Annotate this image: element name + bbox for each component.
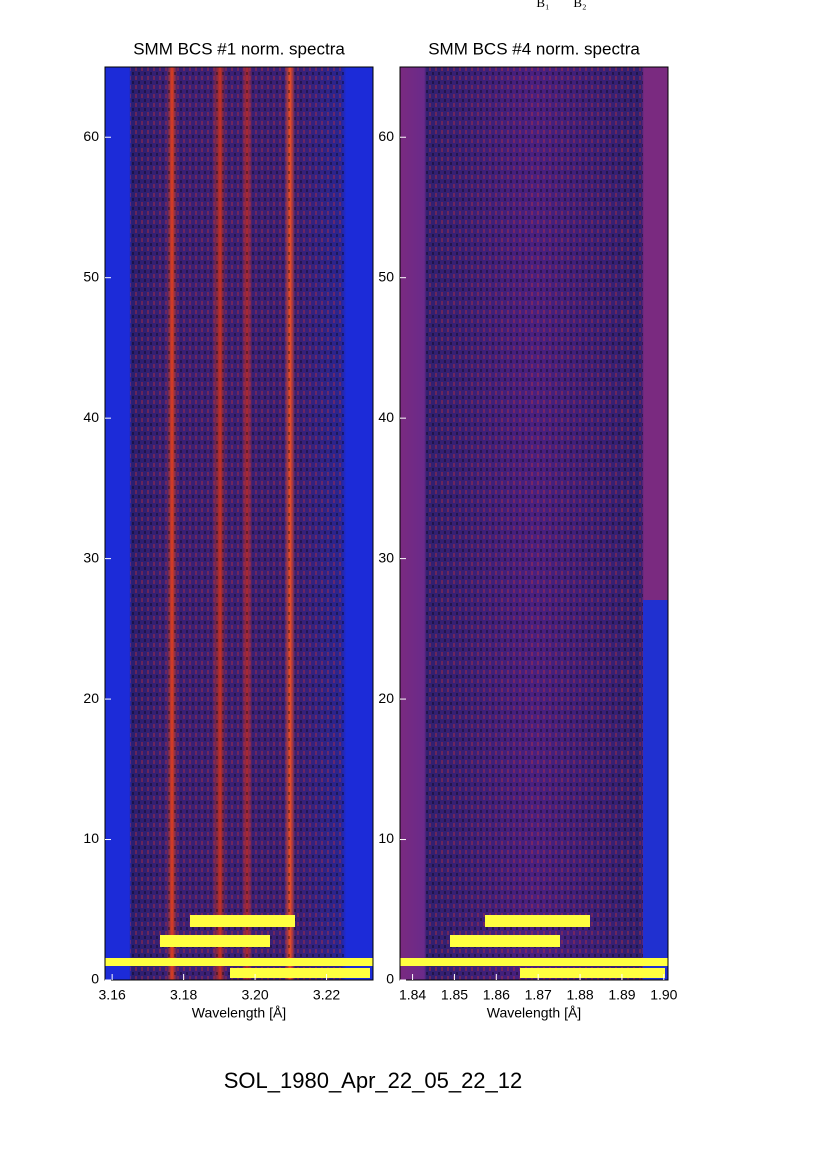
x-tick-label: 3.18 — [170, 987, 197, 1003]
y-tick-label: 20 — [83, 690, 99, 706]
x-axis-label: Wavelength [Å] — [487, 1005, 581, 1021]
y-tick-label: 50 — [378, 268, 394, 284]
footer-title: SOL_1980_Apr_22_05_22_12 — [224, 1068, 523, 1093]
y-tick-label: 10 — [83, 830, 99, 846]
chart-title: SMM BCS #4 norm. spectra — [428, 39, 640, 58]
x-tick-label: 3.22 — [313, 987, 340, 1003]
x-tick-label: 1.88 — [566, 987, 593, 1003]
x-tick-label: 1.89 — [608, 987, 635, 1003]
panel-1-image — [105, 67, 373, 980]
x-tick-label: 1.90 — [650, 987, 677, 1003]
x-tick-label: 1.84 — [399, 987, 426, 1003]
y-tick-label: 50 — [83, 268, 99, 284]
x-tick-label: 1.85 — [441, 987, 468, 1003]
y-tick-label: 40 — [378, 409, 394, 425]
chart-title: SMM BCS #1 norm. spectra — [133, 39, 345, 58]
y-tick-label: 0 — [386, 971, 394, 987]
panel-2-image — [400, 67, 668, 980]
y-tick-label: 0 — [91, 971, 99, 987]
x-tick-label: 3.16 — [99, 987, 126, 1003]
y-tick-label: 40 — [83, 409, 99, 425]
y-tick-label: 10 — [378, 830, 394, 846]
y-tick-label: 30 — [378, 549, 394, 565]
x-tick-label: 1.86 — [483, 987, 510, 1003]
y-tick-label: 20 — [378, 690, 394, 706]
x-tick-label: 3.20 — [241, 987, 268, 1003]
header-label: B₁ — [536, 0, 549, 10]
y-tick-label: 60 — [83, 128, 99, 144]
header-label: B₂ — [573, 0, 586, 10]
plot-frame — [399, 66, 669, 981]
plot-frame — [104, 66, 374, 981]
y-tick-label: 60 — [378, 128, 394, 144]
x-tick-label: 1.87 — [525, 987, 552, 1003]
x-axis-label: Wavelength [Å] — [192, 1005, 286, 1021]
y-tick-label: 30 — [83, 549, 99, 565]
